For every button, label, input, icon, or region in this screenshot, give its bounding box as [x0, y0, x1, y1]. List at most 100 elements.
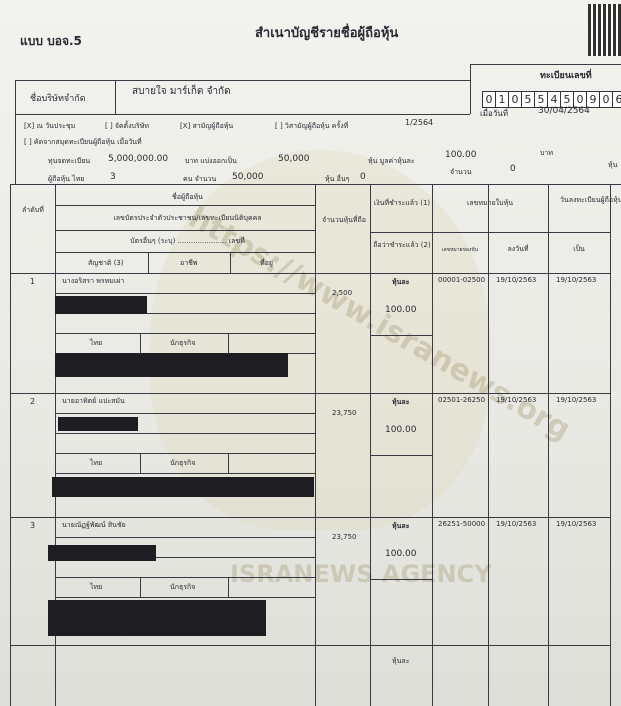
table-rule: [55, 293, 315, 294]
table-rule: [55, 230, 315, 231]
company-label: ชื่อบริษัทจำกัด: [30, 94, 86, 104]
registration-digit: 9: [586, 91, 600, 108]
header-id: เลขบัตรประจำตัวประชาชน/เลขทะเบียนนิติบุค…: [113, 214, 262, 222]
header-cert-no: เลขหมายใบหุ้น: [467, 199, 513, 207]
row-per: 100.00: [385, 549, 417, 559]
table-rule: [55, 252, 315, 253]
table-rule: [228, 577, 229, 597]
page-title: สำเนาบัญชีรายชื่อผู้ถือหุ้น: [255, 26, 399, 41]
row-per-label: หุ้นละ: [392, 398, 410, 406]
table-rule: [140, 453, 141, 473]
header-cert-date: ลงวันที่: [507, 245, 529, 253]
total-shares: 50,000: [278, 154, 310, 164]
table-rule: [10, 273, 610, 274]
table-rule: [55, 184, 56, 706]
par-value: 100.00: [445, 150, 477, 160]
row-per: 100.00: [385, 305, 417, 315]
split-label: บาท แบ่งออกเป็น: [185, 157, 237, 165]
row-date: 19/10/2563: [496, 520, 537, 528]
company-name: สบายใจ มาร์เก็ต จำกัด: [132, 86, 231, 97]
table-rule: [55, 313, 315, 314]
header-become: เป็น: [573, 245, 585, 253]
other-label: หุ้น อื่นๆ: [325, 175, 350, 183]
table-rule: [55, 577, 315, 578]
option-copied-from-register: [ ] คัดจากสมุดทะเบียนผู้ถือหุ้น เมื่อวัน…: [24, 138, 142, 146]
capital-label: ทุนจดทะเบียน: [48, 157, 91, 165]
watermark-bulb: [150, 150, 490, 530]
registration-date: 30/04/2564: [538, 106, 590, 116]
registration-digit: 0: [508, 91, 522, 108]
header-occupation: อาชีพ: [180, 259, 198, 267]
option-ordinary: [X] สามัญผู้ถือหุ้น: [180, 122, 234, 130]
row-reg: 19/10/2563: [556, 520, 597, 528]
table-rule: [10, 645, 610, 646]
thai-shares: 50,000: [232, 172, 264, 182]
header-paid: เงินที่ชำระแล้ว (1): [373, 199, 431, 207]
row-shares: 23,750: [332, 533, 357, 541]
option-incorporation: [ ] จัดตั้งบริษัท: [105, 122, 149, 130]
table-rule: [55, 537, 315, 538]
header-other-card: บัตรอื่นๆ (ระบุ) ...................... …: [130, 237, 245, 245]
thai-holders: 3: [110, 172, 116, 182]
redaction-bar: [52, 477, 314, 497]
capital-value: 5,000,000.00: [108, 154, 169, 164]
count-label: คน จำนวน: [183, 175, 217, 183]
table-rule: [55, 597, 315, 598]
table-rule: [55, 453, 315, 454]
table-rule: [370, 455, 432, 456]
table-rule: [315, 184, 316, 706]
table-rule: [432, 232, 433, 233]
row-occupation: นักธุรกิจ: [170, 583, 196, 591]
row-range: 26251-50000: [438, 520, 486, 528]
row-date: 19/10/2563: [496, 276, 537, 284]
header-address: ที่อยู่: [260, 259, 273, 267]
row-name: นางอริสรา พรหมเผ่า: [62, 277, 125, 285]
registration-label: ทะเบียนเลขที่: [540, 71, 592, 81]
table-rule: [548, 184, 549, 706]
table-rule: [370, 579, 432, 580]
qr-code: [588, 4, 621, 56]
thai-holders-label: ผู้ถือหุ้น ไทย: [48, 175, 85, 183]
row-no: 2: [30, 397, 36, 406]
row-per-label: หุ้นละ: [392, 522, 410, 530]
registration-digit: 0: [599, 91, 613, 108]
table-rule: [228, 453, 229, 473]
table-rule: [10, 517, 610, 518]
table-rule: [370, 184, 371, 706]
redaction-bar: [48, 600, 266, 636]
header-no: ลำดับที่: [22, 206, 44, 214]
row-no: 1: [30, 277, 36, 286]
table-rule: [10, 393, 610, 394]
redaction-bar: [55, 353, 288, 377]
row-reg: 19/10/2563: [556, 276, 597, 284]
header-holder: ชื่อผู้ถือหุ้น: [172, 193, 203, 201]
table-rule: [370, 232, 610, 233]
registration-digit: 0: [482, 91, 496, 108]
meeting-session: 1/2564: [405, 118, 434, 127]
registration-digit: 5: [521, 91, 535, 108]
registration-digit: 1: [495, 91, 509, 108]
row-range: 00001-02500: [438, 276, 486, 284]
table-rule: [432, 184, 433, 706]
row-occupation: นักธุรกิจ: [170, 339, 196, 347]
table-rule: [610, 184, 611, 706]
header-nationality: สัญชาติ (3): [88, 259, 124, 267]
table-rule: [230, 252, 231, 273]
table-rule: [10, 184, 11, 706]
watermark-agency: ISRANEWS AGENCY: [230, 560, 492, 588]
header-shares-held: จำนวนหุ้นที่ถือ: [322, 216, 366, 224]
redaction-bar: [48, 545, 156, 561]
table-rule: [488, 184, 489, 706]
registration-number: 010554509063: [482, 88, 621, 108]
share-unit: หุ้น: [608, 161, 618, 169]
table-rule: [55, 473, 315, 474]
table-rule: [140, 577, 141, 597]
row-reg: 19/10/2563: [556, 396, 597, 404]
table-rule: [55, 205, 315, 206]
table-rule: [55, 433, 315, 434]
row-nationality: ไทย: [90, 339, 103, 347]
row-nationality: ไทย: [90, 583, 103, 591]
table-rule: [55, 333, 315, 334]
row-shares: 2,500: [332, 289, 353, 297]
